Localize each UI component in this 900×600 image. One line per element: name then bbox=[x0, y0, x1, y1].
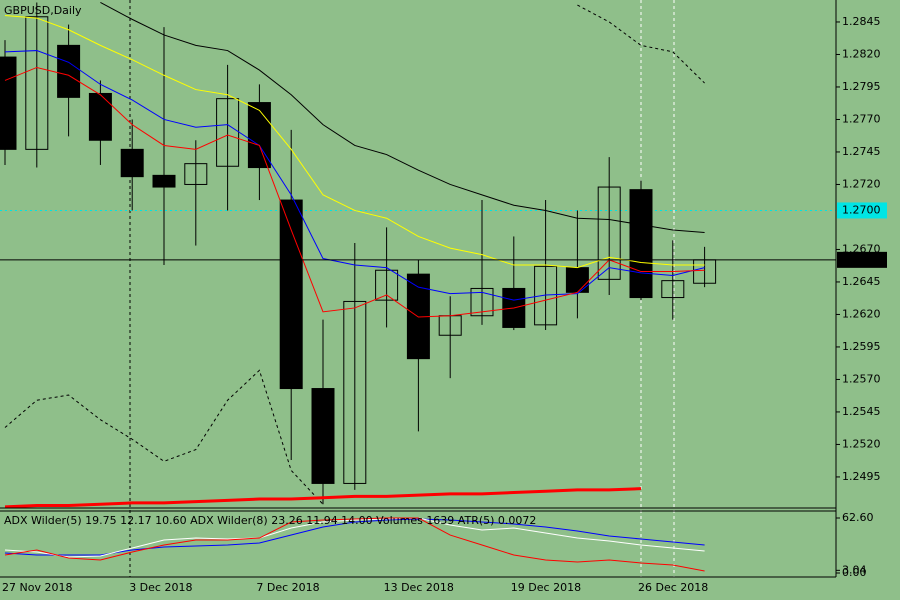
candle-body bbox=[184, 163, 208, 185]
y-tick-label: 3.04 bbox=[842, 563, 867, 576]
indicator-line bbox=[100, 2, 705, 234]
candle-body bbox=[597, 186, 621, 280]
candle-body bbox=[216, 98, 240, 167]
y-tick-label: 1.2570 bbox=[842, 372, 881, 385]
y-tick-label: 1.2595 bbox=[842, 340, 881, 353]
candle-body bbox=[375, 269, 399, 301]
chart-title: GBPUSD,Daily bbox=[4, 4, 82, 17]
candle-body bbox=[25, 16, 49, 150]
indicator-line bbox=[4, 517, 705, 558]
y-tick-label: 1.2770 bbox=[842, 112, 881, 125]
indicator-line bbox=[4, 369, 324, 505]
x-tick-label: 7 Dec 2018 bbox=[256, 581, 319, 594]
indicator-line bbox=[4, 14, 705, 269]
main-panel: 1.2845 1.2820 1.2795 1.2770 1.2745 1.2720 1.26… bbox=[0, 2, 887, 594]
level-label: 1.2700 bbox=[842, 203, 881, 216]
y-tick-label: 1.2645 bbox=[842, 275, 881, 288]
price-label: 1.2662 bbox=[842, 253, 881, 266]
candle-body bbox=[152, 174, 176, 188]
indicator-line bbox=[4, 66, 705, 318]
y-tick-label: 0.00 bbox=[842, 566, 867, 579]
candle-body bbox=[57, 44, 81, 98]
y-tick-label: 1.2720 bbox=[842, 177, 881, 190]
price-label-box bbox=[837, 251, 887, 268]
indicator-line bbox=[4, 50, 705, 301]
y-tick-label: 62.60 bbox=[842, 511, 874, 524]
candle-body bbox=[534, 265, 558, 326]
indicator-line bbox=[4, 517, 705, 572]
candle-body bbox=[565, 267, 589, 293]
y-tick-label: 1.2545 bbox=[842, 405, 881, 418]
y-tick-label: 1.2620 bbox=[842, 307, 881, 320]
x-tick-label: 26 Dec 2018 bbox=[638, 581, 708, 594]
candle-body bbox=[470, 287, 494, 317]
indicator-panel: 62.60 3.040.00 bbox=[4, 511, 874, 579]
candle-body bbox=[88, 92, 112, 141]
candle-body bbox=[629, 189, 653, 299]
y-tick-label: 1.2495 bbox=[842, 470, 881, 483]
candle-body bbox=[279, 199, 303, 390]
indicator-title: ADX Wilder(5) 19.75 12.17 10.60 ADX Wild… bbox=[4, 514, 536, 527]
indicator-line bbox=[4, 518, 705, 556]
candle-body bbox=[311, 388, 335, 484]
indicator-line bbox=[577, 4, 705, 84]
x-tick-label: 3 Dec 2018 bbox=[129, 581, 192, 594]
candle-body bbox=[120, 148, 144, 178]
y-tick-label: 1.2745 bbox=[842, 145, 881, 158]
y-tick-label: 1.2520 bbox=[842, 437, 881, 450]
x-tick-label: 19 Dec 2018 bbox=[511, 581, 581, 594]
candle-body bbox=[343, 300, 367, 484]
indicator-line bbox=[4, 487, 642, 509]
x-tick-label: 27 Nov 2018 bbox=[2, 581, 72, 594]
y-tick-label: 1.2820 bbox=[842, 47, 881, 60]
candle-body bbox=[247, 102, 271, 169]
candle-body bbox=[0, 56, 17, 150]
level-label-box bbox=[837, 202, 887, 219]
candle-body bbox=[661, 280, 685, 299]
y-tick-label: 1.2845 bbox=[842, 15, 881, 28]
x-tick-label: 13 Dec 2018 bbox=[384, 581, 454, 594]
y-tick-label: 1.2795 bbox=[842, 80, 881, 93]
